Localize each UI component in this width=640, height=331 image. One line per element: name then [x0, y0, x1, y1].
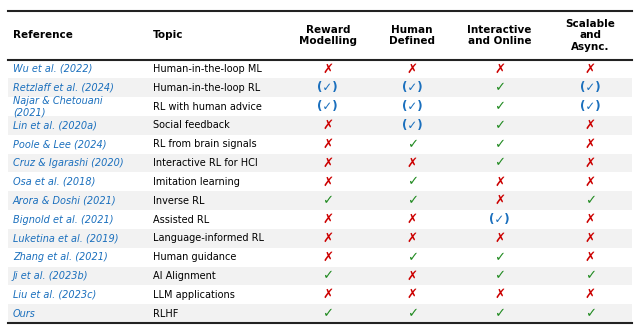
Text: ✓: ✓: [406, 307, 418, 320]
Text: ✓: ✓: [406, 251, 418, 264]
Text: ✗: ✗: [584, 138, 596, 151]
Text: ✗: ✗: [323, 213, 333, 226]
Text: ✗: ✗: [494, 288, 505, 301]
Text: ✗: ✗: [323, 157, 333, 169]
Text: Wu et al. (2022): Wu et al. (2022): [13, 64, 92, 74]
FancyBboxPatch shape: [8, 229, 632, 248]
Text: ✗: ✗: [323, 63, 333, 75]
Text: ✗: ✗: [406, 232, 418, 245]
Text: AI Alignment: AI Alignment: [154, 271, 216, 281]
Text: Assisted RL: Assisted RL: [154, 214, 210, 224]
Text: ✓: ✓: [584, 307, 596, 320]
Text: ✓: ✓: [406, 194, 418, 207]
Text: ✓: ✓: [323, 307, 333, 320]
Text: Human guidance: Human guidance: [154, 252, 237, 262]
Text: (✓): (✓): [402, 100, 422, 113]
Text: ✗: ✗: [584, 119, 596, 132]
Text: Lin et al. (2020a): Lin et al. (2020a): [13, 120, 97, 130]
Text: ✗: ✗: [323, 175, 333, 188]
Text: ✗: ✗: [323, 119, 333, 132]
Text: ✗: ✗: [323, 251, 333, 264]
Text: Human-in-the-loop RL: Human-in-the-loop RL: [154, 83, 260, 93]
Text: (✓): (✓): [402, 119, 422, 132]
Text: ✗: ✗: [494, 232, 505, 245]
Text: ✗: ✗: [584, 251, 596, 264]
Text: RL with human advice: RL with human advice: [154, 102, 262, 112]
Text: (✓): (✓): [317, 100, 338, 113]
Text: ✓: ✓: [323, 194, 333, 207]
Text: ✗: ✗: [584, 175, 596, 188]
Text: Poole & Lee (2024): Poole & Lee (2024): [13, 139, 106, 149]
Text: Liu et al. (2023c): Liu et al. (2023c): [13, 290, 96, 300]
Text: Retzlaff et al. (2024): Retzlaff et al. (2024): [13, 83, 114, 93]
Text: RLHF: RLHF: [154, 308, 179, 319]
Text: ✗: ✗: [406, 157, 418, 169]
Text: ✓: ✓: [494, 269, 505, 282]
Text: Interactive RL for HCI: Interactive RL for HCI: [154, 158, 258, 168]
Text: ✓: ✓: [323, 269, 333, 282]
Text: ✗: ✗: [406, 213, 418, 226]
Text: Imitation learning: Imitation learning: [154, 177, 240, 187]
Text: ✓: ✓: [406, 175, 418, 188]
Text: (✓): (✓): [580, 100, 600, 113]
Text: Topic: Topic: [154, 30, 184, 40]
Text: ✗: ✗: [584, 288, 596, 301]
Text: Cruz & Igarashi (2020): Cruz & Igarashi (2020): [13, 158, 124, 168]
FancyBboxPatch shape: [8, 266, 632, 285]
Text: Ours: Ours: [13, 308, 36, 319]
Text: ✗: ✗: [323, 138, 333, 151]
Text: ✗: ✗: [584, 232, 596, 245]
Text: RL from brain signals: RL from brain signals: [154, 139, 257, 149]
Text: Luketina et al. (2019): Luketina et al. (2019): [13, 233, 118, 243]
Text: Reward
Modelling: Reward Modelling: [299, 24, 357, 46]
Text: Bignold et al. (2021): Bignold et al. (2021): [13, 214, 113, 224]
Text: ✓: ✓: [494, 100, 505, 113]
Text: ✓: ✓: [494, 307, 505, 320]
Text: Osa et al. (2018): Osa et al. (2018): [13, 177, 95, 187]
Text: ✗: ✗: [406, 63, 418, 75]
Text: Scalable
and
Async.: Scalable and Async.: [565, 19, 615, 52]
FancyBboxPatch shape: [8, 116, 632, 135]
Text: ✓: ✓: [494, 138, 505, 151]
Text: Zhang et al. (2021): Zhang et al. (2021): [13, 252, 108, 262]
Text: LLM applications: LLM applications: [154, 290, 236, 300]
FancyBboxPatch shape: [8, 191, 632, 210]
Text: ✓: ✓: [494, 119, 505, 132]
FancyBboxPatch shape: [8, 304, 632, 323]
Text: Arora & Doshi (2021): Arora & Doshi (2021): [13, 196, 116, 206]
Text: ✓: ✓: [584, 269, 596, 282]
Text: Social feedback: Social feedback: [154, 120, 230, 130]
Text: Ji et al. (2023b): Ji et al. (2023b): [13, 271, 88, 281]
Text: (✓): (✓): [489, 213, 510, 226]
Text: (✓): (✓): [580, 81, 600, 94]
Text: ✗: ✗: [494, 175, 505, 188]
Text: ✗: ✗: [406, 269, 418, 282]
Text: ✗: ✗: [494, 194, 505, 207]
Text: Reference: Reference: [13, 30, 73, 40]
FancyBboxPatch shape: [8, 154, 632, 172]
Text: ✓: ✓: [584, 194, 596, 207]
Text: Najar & Chetouani
(2021): Najar & Chetouani (2021): [13, 96, 102, 118]
Text: ✗: ✗: [406, 288, 418, 301]
Text: ✗: ✗: [323, 232, 333, 245]
Text: ✗: ✗: [584, 213, 596, 226]
Text: ✓: ✓: [494, 81, 505, 94]
Text: Interactive
and Online: Interactive and Online: [467, 24, 532, 46]
Text: ✓: ✓: [494, 157, 505, 169]
Text: Inverse RL: Inverse RL: [154, 196, 205, 206]
Text: ✗: ✗: [584, 63, 596, 75]
Text: ✓: ✓: [494, 251, 505, 264]
Text: Human-in-the-loop ML: Human-in-the-loop ML: [154, 64, 262, 74]
Text: ✗: ✗: [494, 63, 505, 75]
Text: ✓: ✓: [406, 138, 418, 151]
Text: (✓): (✓): [402, 81, 422, 94]
FancyBboxPatch shape: [8, 78, 632, 97]
Text: ✗: ✗: [584, 157, 596, 169]
Text: Human
Defined: Human Defined: [389, 24, 435, 46]
Text: ✗: ✗: [323, 288, 333, 301]
Text: (✓): (✓): [317, 81, 338, 94]
Text: Language-informed RL: Language-informed RL: [154, 233, 264, 243]
